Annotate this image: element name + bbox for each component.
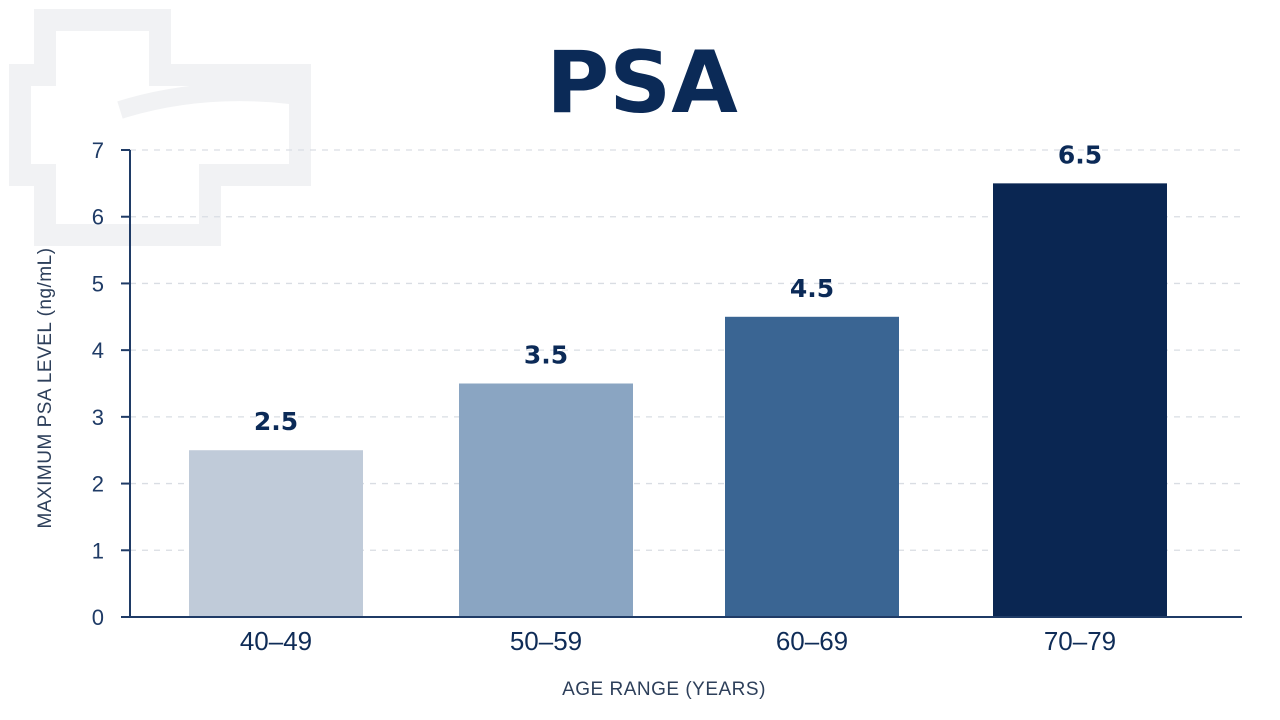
- y-tick-label: 0: [92, 605, 104, 630]
- bar-value-label: 4.5: [790, 274, 834, 303]
- x-tick-label: 70–79: [1044, 626, 1116, 656]
- x-tick-label: 60–69: [776, 626, 848, 656]
- bar-value-label: 3.5: [524, 341, 568, 370]
- y-tick-label: 2: [92, 472, 104, 497]
- y-tick-label: 1: [92, 538, 104, 563]
- bar-value-label: 6.5: [1058, 140, 1102, 169]
- bar: [993, 183, 1167, 617]
- bar: [725, 316, 899, 617]
- bars: [189, 183, 1167, 617]
- bar-value-label: 2.5: [254, 407, 298, 436]
- x-tick-label: 40–49: [240, 626, 312, 656]
- y-tick-label: 3: [92, 405, 104, 430]
- bar: [459, 383, 633, 617]
- x-tick-label: 50–59: [510, 626, 582, 656]
- y-axis-ticks: 0 1 2 3 4 5 6 7: [92, 138, 130, 630]
- chart-title: PSA: [546, 33, 738, 133]
- y-tick-label: 7: [92, 138, 104, 163]
- y-tick-label: 5: [92, 271, 104, 296]
- x-axis-label: AGE RANGE (YEARS): [562, 679, 766, 700]
- y-tick-label: 4: [92, 338, 104, 363]
- value-labels: 2.5 3.5 4.5 6.5: [254, 140, 1102, 436]
- bar: [189, 450, 363, 617]
- y-tick-label: 6: [92, 205, 104, 230]
- y-axis-label: MAXIMUM PSA LEVEL (ng/mL): [35, 247, 56, 528]
- x-axis-categories: 40–49 50–59 60–69 70–79: [240, 626, 1116, 656]
